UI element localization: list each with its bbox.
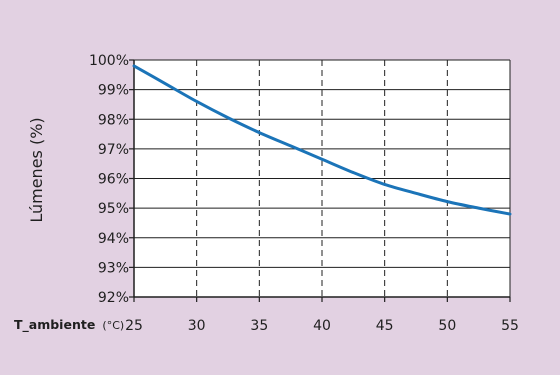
x-axis-label: T_ambiente (°C) (14, 314, 124, 333)
y-axis-label: Lúmenes (%) (27, 117, 46, 222)
x-tick-label: 50 (438, 318, 456, 334)
y-tick-label: 99% (98, 83, 129, 99)
x-tick-label: 35 (250, 318, 268, 334)
y-tick-label: 98% (98, 112, 129, 128)
x-tick-label: 30 (188, 318, 206, 334)
series-line (132, 64, 512, 216)
x-tick-label: 25 (125, 318, 143, 334)
y-tick-label: 97% (98, 142, 129, 158)
y-tick-labels: 92% 93% 94% 95% 96% 97% 98% 99% 100% (89, 53, 129, 306)
x-tick-label: 40 (313, 318, 331, 334)
y-tick-label: 96% (98, 172, 129, 188)
y-tick-label: 93% (98, 260, 129, 276)
x-tick-label: 45 (376, 318, 394, 334)
y-axis-ticks (129, 59, 134, 298)
y-tick-label: 92% (98, 290, 129, 306)
x-axis-ticks (133, 297, 511, 302)
x-axis-label-unit: (°C) (102, 319, 124, 332)
y-tick-label: 100% (89, 53, 129, 69)
x-tick-labels: 25 30 35 40 45 50 55 (125, 318, 519, 334)
x-axis-label-main: T_ambiente (14, 317, 95, 333)
y-tick-label: 94% (98, 231, 129, 247)
x-tick-label: 55 (501, 318, 519, 334)
y-tick-label: 95% (98, 201, 129, 217)
